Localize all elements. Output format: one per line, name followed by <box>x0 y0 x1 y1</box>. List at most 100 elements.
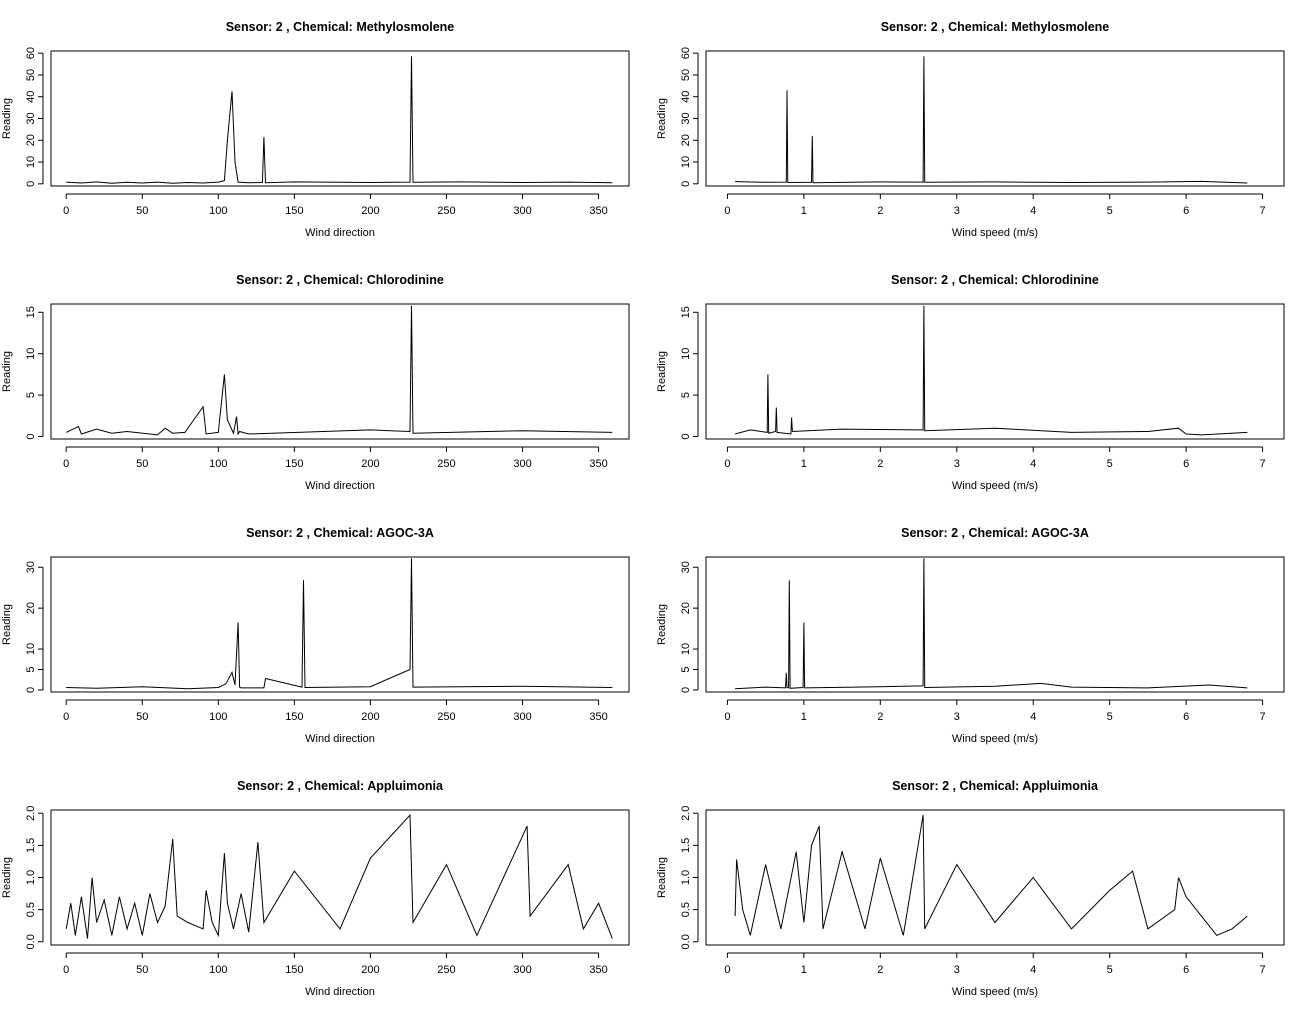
x-tick-label: 50 <box>136 205 148 217</box>
y-tick-label: 10 <box>25 156 37 168</box>
x-tick-label: 50 <box>136 964 148 976</box>
x-axis-label: Wind speed (m/s) <box>952 227 1038 239</box>
x-tick-label: 250 <box>437 458 455 470</box>
y-tick-label: 10 <box>680 643 692 655</box>
x-tick-label: 300 <box>513 205 531 217</box>
y-tick-label: 0.5 <box>25 902 37 917</box>
y-tick-label: 5 <box>680 666 692 672</box>
x-tick-label: 300 <box>513 964 531 976</box>
y-tick-label: 20 <box>25 134 37 146</box>
y-tick-label: 30 <box>680 112 692 124</box>
x-tick-label: 150 <box>285 711 303 723</box>
x-tick-label: 5 <box>1107 205 1113 217</box>
series-line <box>735 56 1248 184</box>
plot-frame <box>50 50 630 187</box>
x-tick-label: 4 <box>1030 711 1036 723</box>
chart-panel: Sensor: 2 , Chemical: AGOC-3A 0 1 2 3 4 5 6 7 0 5 1… <box>656 526 1285 745</box>
x-tick-label: 2 <box>877 205 883 217</box>
plot-frame <box>705 556 1285 693</box>
x-tick-label: 350 <box>589 711 607 723</box>
chart-panel: Sensor: 2 , Chemical: Methylosmolene 0 50 1… <box>1 20 630 239</box>
x-tick-label: 150 <box>285 964 303 976</box>
x-axis-label: Wind speed (m/s) <box>952 986 1038 998</box>
chart-title: Sensor: 2 , Chemical: Appluimonia <box>892 779 1099 793</box>
y-tick-label: 60 <box>25 47 37 59</box>
y-tick-label: 0 <box>680 687 692 693</box>
y-tick-label: 0.0 <box>680 934 692 949</box>
x-tick-label: 100 <box>209 205 227 217</box>
x-tick-label: 350 <box>589 205 607 217</box>
x-tick-label: 200 <box>361 205 379 217</box>
x-tick-label: 5 <box>1107 964 1113 976</box>
y-axis-label: Reading <box>656 857 668 898</box>
plot-frame <box>705 50 1285 187</box>
y-tick-label: 0.5 <box>680 902 692 917</box>
y-tick-label: 30 <box>25 112 37 124</box>
x-axis-label: Wind speed (m/s) <box>952 480 1038 492</box>
x-tick-label: 300 <box>513 711 531 723</box>
chart-panel: Sensor: 2 , Chemical: Methylosmolene 0 1 2 3… <box>656 20 1285 239</box>
x-tick-label: 50 <box>136 458 148 470</box>
y-tick-label: 15 <box>25 306 37 318</box>
x-tick-label: 0 <box>724 458 730 470</box>
x-tick-label: 5 <box>1107 458 1113 470</box>
x-tick-label: 1 <box>801 205 807 217</box>
x-tick-label: 300 <box>513 458 531 470</box>
x-tick-label: 0 <box>63 458 69 470</box>
y-tick-label: 1.0 <box>25 870 37 885</box>
x-tick-label: 350 <box>589 458 607 470</box>
y-tick-label: 5 <box>680 392 692 398</box>
x-tick-label: 1 <box>801 964 807 976</box>
x-tick-label: 7 <box>1260 458 1266 470</box>
plot-frame <box>705 809 1285 946</box>
y-tick-label: 10 <box>680 348 692 360</box>
x-tick-label: 7 <box>1260 964 1266 976</box>
y-axis-label: Reading <box>656 604 668 645</box>
y-tick-label: 0 <box>680 433 692 439</box>
plot-frame <box>50 809 630 946</box>
chart-title: Sensor: 2 , Chemical: Appluimonia <box>237 779 444 793</box>
x-tick-label: 0 <box>724 205 730 217</box>
chart-panel: Sensor: 2 , Chemical: Appluimonia 0 50 100 1… <box>1 779 630 998</box>
x-tick-label: 6 <box>1183 205 1189 217</box>
y-tick-label: 1.5 <box>680 838 692 853</box>
x-axis-label: Wind direction <box>305 733 375 745</box>
x-tick-label: 7 <box>1260 205 1266 217</box>
y-axis-label: Reading <box>1 351 13 392</box>
series-line <box>734 815 1248 937</box>
y-tick-label: 60 <box>680 47 692 59</box>
x-tick-label: 3 <box>954 711 960 723</box>
y-tick-label: 15 <box>680 306 692 318</box>
x-tick-label: 250 <box>437 205 455 217</box>
chart-panel: Sensor: 2 , Chemical: Appluimonia 0 1 2 3 4 5 6… <box>656 779 1285 998</box>
series-line <box>66 558 613 690</box>
y-axis-label: Reading <box>1 857 13 898</box>
chart-panel: Sensor: 2 , Chemical: AGOC-3A0 50 100 150 20… <box>1 526 630 745</box>
x-tick-label: 6 <box>1183 458 1189 470</box>
y-tick-label: 30 <box>680 561 692 573</box>
y-tick-label: 30 <box>25 561 37 573</box>
y-axis-label: Reading <box>1 98 13 139</box>
y-tick-label: 20 <box>680 134 692 146</box>
series-line <box>65 813 613 939</box>
chart-title: Sensor: 2 , Chemical: Methylosmolene <box>881 20 1110 34</box>
x-tick-label: 0 <box>724 964 730 976</box>
y-tick-label: 0.0 <box>25 934 37 949</box>
plot-frame <box>50 303 630 440</box>
y-axis-label: Reading <box>656 98 668 139</box>
y-tick-label: 1.0 <box>680 870 692 885</box>
y-tick-label: 2.0 <box>25 806 37 821</box>
y-tick-label: 40 <box>680 91 692 103</box>
y-tick-label: 0 <box>680 181 692 187</box>
y-tick-label: 10 <box>680 156 692 168</box>
x-tick-label: 200 <box>361 964 379 976</box>
x-tick-label: 0 <box>63 205 69 217</box>
series-line <box>735 558 1248 690</box>
y-axis-label: Reading <box>656 351 668 392</box>
x-tick-label: 0 <box>63 964 69 976</box>
x-tick-label: 0 <box>63 711 69 723</box>
x-tick-label: 2 <box>877 711 883 723</box>
series-line <box>66 56 613 184</box>
x-tick-label: 50 <box>136 711 148 723</box>
